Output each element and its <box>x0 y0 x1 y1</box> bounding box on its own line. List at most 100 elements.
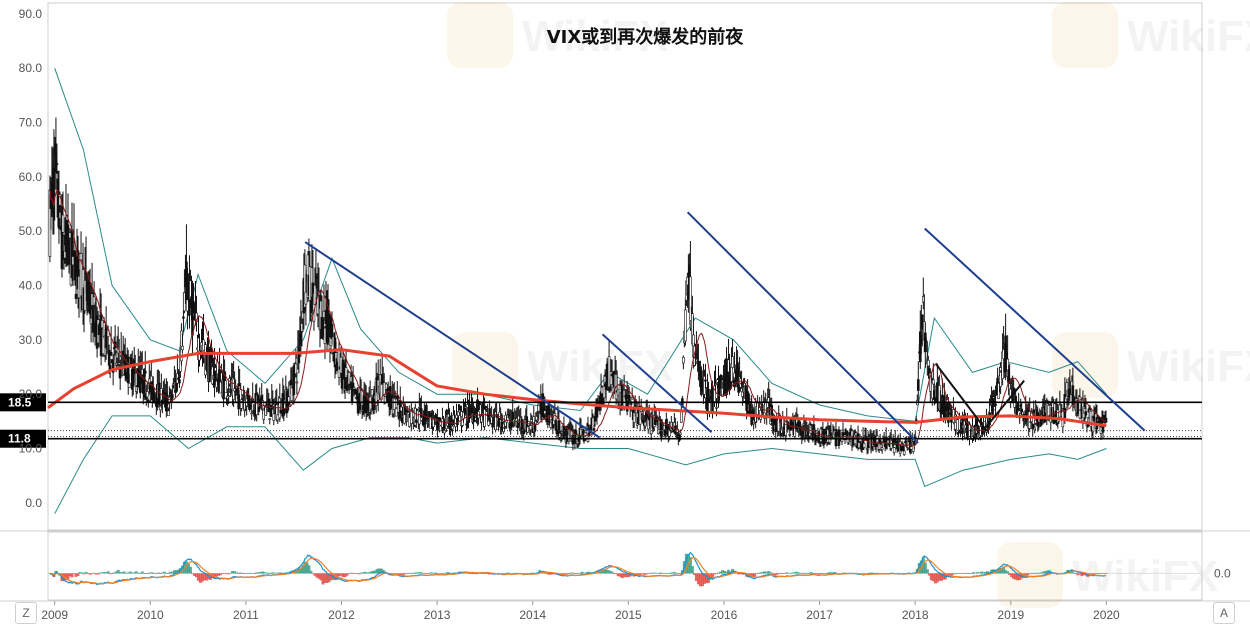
candle <box>927 360 930 367</box>
candle <box>322 310 326 318</box>
macd-histogram-bar <box>959 573 963 574</box>
macd-histogram-bar <box>132 572 136 574</box>
macd-histogram-bar <box>148 572 152 574</box>
watermark-logo <box>1052 332 1118 398</box>
watermark-text: WikiFX <box>527 342 673 391</box>
signal-line <box>49 556 1106 585</box>
candle <box>52 167 56 221</box>
macd-histogram-bar <box>723 570 727 574</box>
macd-histogram-bar <box>602 569 606 574</box>
macd-histogram-bar <box>154 573 158 574</box>
candle <box>770 404 774 423</box>
macd-histogram-bar <box>1096 573 1100 575</box>
macd-histogram-bar <box>721 570 725 574</box>
x-tick-label: 2010 <box>137 608 164 622</box>
macd-histogram-bar <box>783 573 787 574</box>
candle <box>464 406 467 409</box>
macd-histogram-bar <box>311 573 315 574</box>
macd-histogram-bar <box>765 572 769 574</box>
macd-histogram-bar <box>566 573 570 575</box>
watermark-text: WikiFX <box>522 12 668 61</box>
macd-histogram-bar <box>120 572 124 574</box>
macd-histogram-bar <box>941 573 945 580</box>
macd-histogram-bar <box>213 573 217 578</box>
candle <box>920 314 924 330</box>
macd-histogram-bar <box>357 573 361 575</box>
macd-histogram-bar <box>192 573 196 576</box>
trendline-3 <box>924 227 1146 432</box>
macd-histogram-bar <box>257 572 261 574</box>
macd-histogram-bar <box>297 568 301 574</box>
macd-histogram-bar <box>253 573 257 574</box>
macd-histogram-bar <box>1030 573 1034 574</box>
macd-histogram-bar <box>369 571 373 574</box>
candle <box>368 396 372 413</box>
candle <box>68 232 72 239</box>
macd-histogram-bar <box>1010 573 1014 578</box>
macd-histogram-bar <box>215 573 219 577</box>
candle <box>393 395 397 398</box>
candle <box>931 382 934 399</box>
macd-histogram-bar <box>142 573 146 574</box>
candle <box>902 450 906 455</box>
macd-histogram-bar <box>255 572 259 574</box>
macd-histogram-bar <box>929 573 933 581</box>
zoom-button[interactable]: Z <box>15 602 37 624</box>
macd-histogram-bar <box>751 573 755 578</box>
candle <box>455 414 458 419</box>
macd-histogram-bar <box>998 568 1002 574</box>
x-tick-label: 2014 <box>519 608 546 622</box>
macd-histogram-bar <box>180 565 184 574</box>
macd-histogram-bar <box>927 573 931 576</box>
macd-histogram-bar <box>616 573 620 577</box>
candle <box>240 399 243 409</box>
candle <box>536 419 540 422</box>
macd-histogram-bar <box>1076 573 1080 576</box>
macd-histogram-bar <box>807 573 811 574</box>
macd-histogram-bar <box>472 573 476 575</box>
candle <box>632 412 636 423</box>
macd-histogram-bar <box>209 573 213 580</box>
candle <box>57 218 61 229</box>
macd-histogram-bar <box>1016 573 1020 581</box>
auto-scale-button[interactable]: A <box>1213 602 1235 624</box>
macd-histogram-bar <box>610 571 614 574</box>
candle <box>815 440 819 443</box>
macd-histogram-bar <box>980 571 984 574</box>
macd-histogram-bar <box>700 573 704 587</box>
macd-histogram-bar <box>626 573 630 578</box>
macd-histogram-bar <box>550 573 554 575</box>
candle <box>473 419 476 423</box>
candle <box>382 382 386 395</box>
candle <box>105 349 109 352</box>
macd-histogram-bar <box>359 572 363 574</box>
macd-histogram-bar <box>431 572 435 574</box>
macd-histogram-bar <box>779 573 783 575</box>
macd-histogram-bar <box>811 572 815 574</box>
macd-histogram-bar <box>809 572 813 574</box>
macd-histogram-bar <box>423 573 427 574</box>
macd-histogram-bar <box>347 573 351 574</box>
macd-histogram-bar <box>939 573 943 581</box>
macd-histogram-bar <box>247 573 251 574</box>
macd-histogram-bar <box>580 571 584 574</box>
macd-histogram-bar <box>777 573 781 574</box>
y-tick-label: 40.0 <box>19 279 43 293</box>
macd-histogram-bar <box>1036 573 1040 574</box>
macd-histogram-bar <box>588 572 592 574</box>
candle <box>555 429 559 435</box>
candle <box>880 447 884 450</box>
macd-histogram-bar <box>439 573 443 574</box>
candle <box>344 367 348 378</box>
trendline-2 <box>686 211 919 444</box>
macd-histogram-bar <box>136 572 140 574</box>
macd-histogram-bar <box>702 573 706 584</box>
macd-histogram-bar <box>156 572 160 574</box>
y-tick-label: 60.0 <box>19 170 43 184</box>
macd-histogram-bar <box>482 573 486 574</box>
macd-histogram-bar <box>168 571 172 574</box>
macd-histogram-bar <box>251 572 255 574</box>
macd-histogram-bar <box>646 573 650 574</box>
macd-histogram-bar <box>957 573 961 574</box>
